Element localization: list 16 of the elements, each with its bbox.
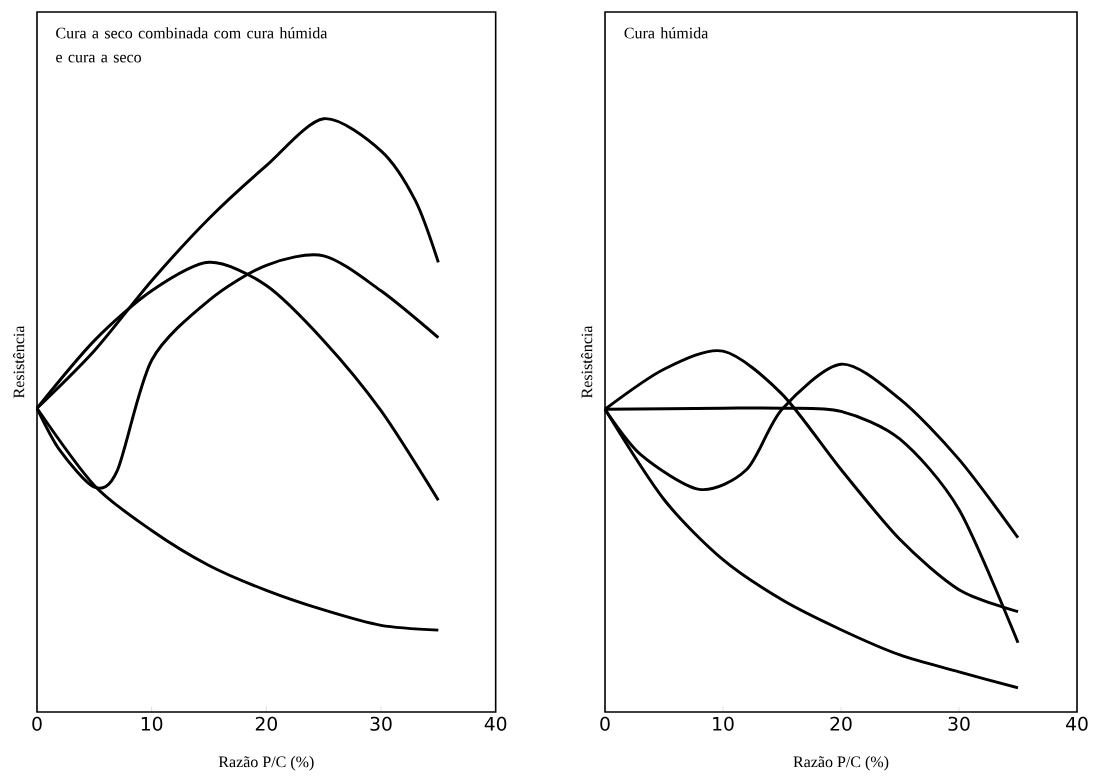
- x-tick-label: 30: [948, 716, 970, 731]
- x-axis-title: Razão P/C (%): [218, 755, 314, 771]
- x-tick-label: 0: [32, 716, 42, 731]
- x-tick-label: 20: [255, 716, 277, 731]
- y-axis-title: Resistência: [581, 325, 593, 398]
- x-axis-title: Razão P/C (%): [793, 755, 889, 771]
- x-tick-label: 10: [141, 716, 163, 731]
- x-tick-label: 30: [370, 716, 392, 731]
- x-tick-label: 20: [830, 716, 852, 731]
- y-axis-title: Resistência: [13, 325, 25, 398]
- chart-title: Cura a seco combinada com cura húmida e cura a seco: [56, 27, 328, 63]
- x-tick-label: 10: [713, 716, 734, 731]
- x-tick-label: 0: [600, 716, 610, 731]
- x-tick-label: 40: [484, 716, 507, 731]
- x-tick-label: 40: [1066, 716, 1088, 731]
- chart-title: Cura húmida: [624, 27, 709, 39]
